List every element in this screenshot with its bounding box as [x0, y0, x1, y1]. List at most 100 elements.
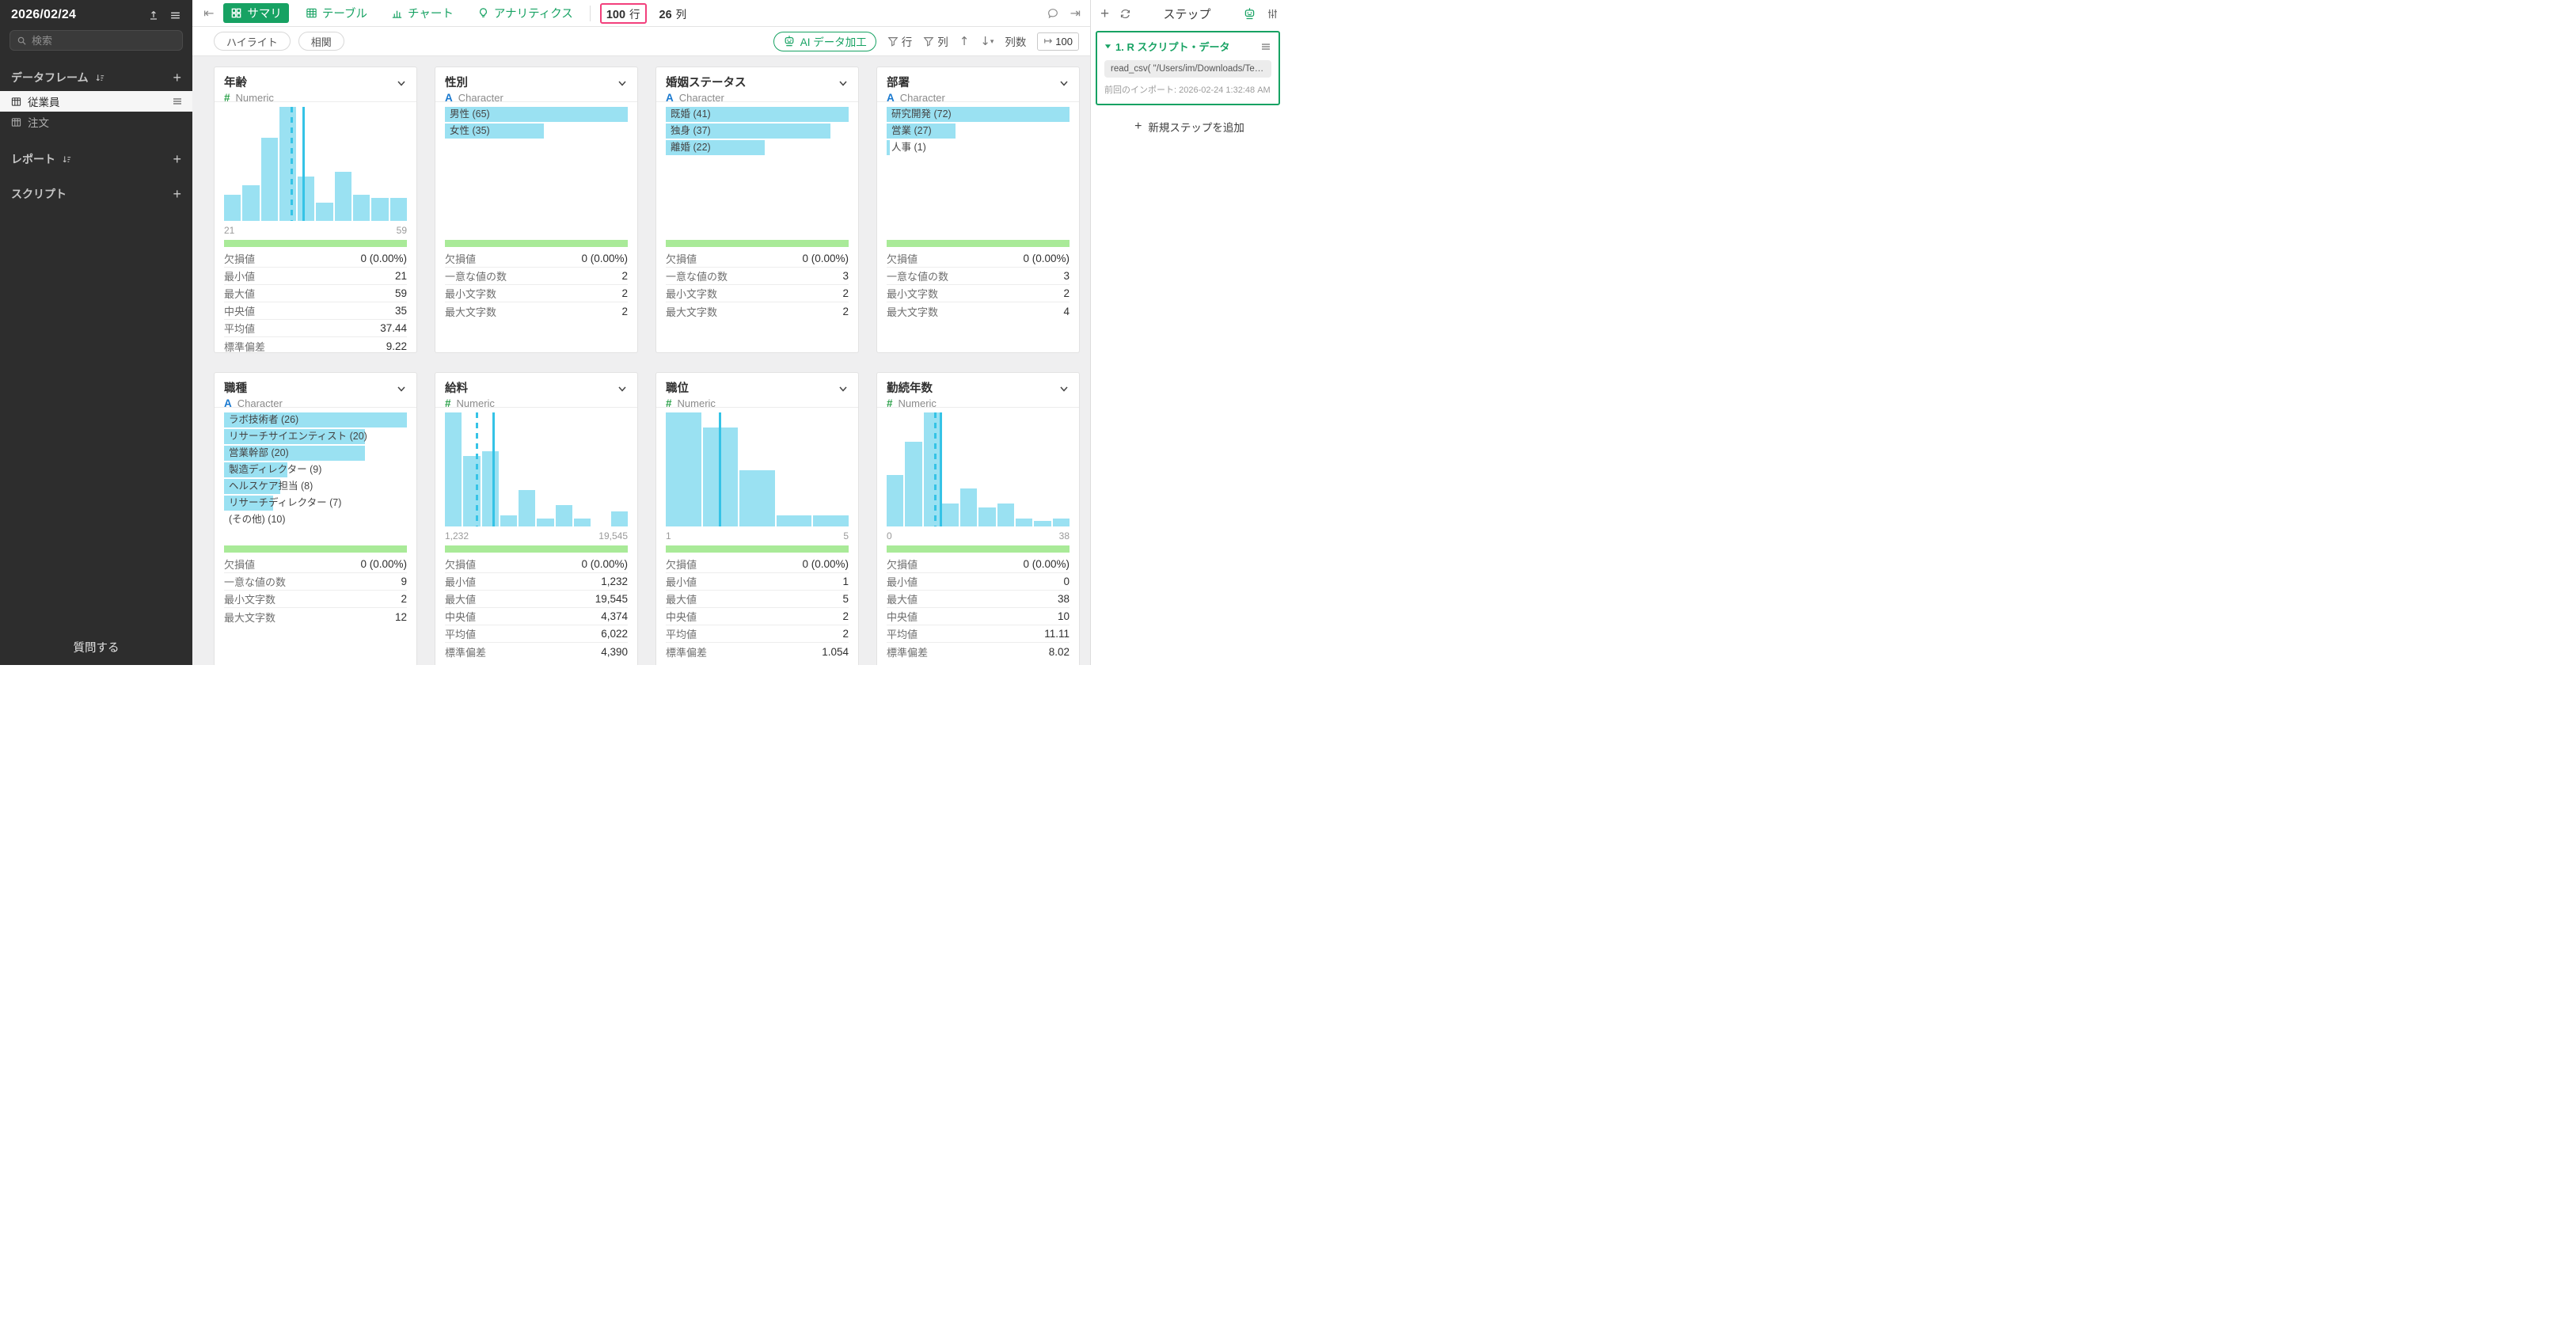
column-menu-chevron-icon[interactable]	[838, 383, 849, 394]
sort-icon[interactable]	[95, 73, 105, 83]
category-row[interactable]: 営業 (27)	[887, 124, 1070, 139]
mean-line	[939, 412, 942, 526]
stat-label: 標準偏差	[887, 646, 929, 659]
column-chart: 研究開発 (72) 営業 (27) 人事 (1)	[887, 102, 1070, 237]
ask-question-button[interactable]: 質問する	[73, 642, 120, 655]
category-label: 研究開発 (72)	[891, 108, 952, 120]
tab-table[interactable]: テーブル	[298, 3, 374, 23]
dataframe-name: 注文	[28, 117, 49, 129]
sidebar-item-orders[interactable]: 注文	[0, 112, 192, 132]
category-row[interactable]: 人事 (1)	[887, 140, 1070, 155]
stat-value: 2	[842, 305, 849, 317]
column-type: # Numeric	[224, 92, 407, 104]
numeric-type-icon: #	[224, 92, 230, 104]
row-count-unit: 行	[629, 8, 640, 21]
panel-add-button[interactable]: +	[1100, 5, 1110, 22]
column-menu-chevron-icon[interactable]	[617, 383, 628, 394]
steps-panel-header: + ステップ	[1091, 0, 1288, 27]
highlight-button[interactable]: ハイライト	[214, 32, 291, 51]
histogram-bar	[887, 475, 904, 526]
publish-icon[interactable]	[148, 10, 159, 21]
search-input[interactable]	[32, 34, 176, 47]
column-menu-chevron-icon[interactable]	[396, 383, 407, 394]
stat-row: 欠損値 0 (0.00%)	[887, 250, 1070, 268]
add-dataframe-button[interactable]: +	[173, 70, 181, 86]
tab-chart[interactable]: チャート	[384, 3, 461, 23]
stat-row: 最大文字数 2	[445, 302, 628, 320]
stat-value: 2	[621, 287, 628, 299]
add-script-button[interactable]: +	[173, 186, 181, 202]
comment-icon[interactable]	[1047, 7, 1059, 20]
scripts-label: スクリプト	[11, 188, 66, 200]
category-bars: 既婚 (41) 独身 (37) 離婚 (22)	[666, 107, 849, 157]
column-type-label: Character	[899, 92, 945, 104]
filter-columns-button[interactable]: 列	[923, 33, 948, 49]
category-bars: 研究開発 (72) 営業 (27) 人事 (1)	[887, 107, 1070, 157]
dataframe-name: 従業員	[28, 97, 60, 108]
filter-rows-button[interactable]: 行	[887, 33, 912, 49]
histogram-bar	[776, 515, 812, 526]
stat-row: 一意な値の数 3	[666, 268, 849, 285]
category-row[interactable]: 営業幹部 (20)	[224, 446, 407, 461]
column-menu-chevron-icon[interactable]	[1058, 383, 1070, 394]
category-row[interactable]: 男性 (65)	[445, 107, 628, 122]
add-new-step-button[interactable]: + 新規ステップを追加	[1091, 119, 1288, 135]
stat-value: 4	[1063, 305, 1070, 317]
category-row[interactable]: 離婚 (22)	[666, 140, 849, 155]
category-row[interactable]: リサーチサイエンティスト (20)	[224, 429, 407, 444]
histogram-bar	[224, 194, 241, 221]
stat-row: 中央値 4,374	[445, 608, 628, 625]
column-title: 婚姻ステータス	[666, 77, 747, 89]
category-row[interactable]: (その他) (10)	[224, 512, 407, 527]
tab-summary[interactable]: サマリ	[223, 3, 289, 23]
dataframe-menu-icon[interactable]	[172, 96, 183, 107]
category-row[interactable]: 研究開発 (72)	[887, 107, 1070, 122]
sort-ascending-icon[interactable]: ↑	[959, 34, 970, 48]
sidebar-search[interactable]	[9, 30, 183, 51]
valid-values-bar	[887, 545, 1070, 553]
column-stats: 欠損値 0 (0.00%) 一意な値の数 3 最小文字数 2 最大文字数 2	[656, 250, 858, 320]
column-count-value: 26	[659, 8, 672, 21]
category-row[interactable]: 女性 (35)	[445, 124, 628, 139]
sidebar-menu-icon[interactable]	[169, 10, 181, 21]
sidebar-item-employees[interactable]: 従業員	[0, 91, 192, 112]
column-menu-chevron-icon[interactable]	[1058, 78, 1070, 89]
category-row[interactable]: リサーチディレクター (7)	[224, 496, 407, 511]
category-bar	[666, 140, 765, 155]
refresh-icon[interactable]	[1119, 8, 1131, 20]
correlation-button[interactable]: 相関	[298, 32, 344, 51]
add-report-button[interactable]: +	[173, 151, 181, 167]
stat-label: 欠損値	[224, 559, 256, 571]
category-row[interactable]: 既婚 (41)	[666, 107, 849, 122]
stat-value: 0 (0.00%)	[581, 558, 628, 570]
column-menu-chevron-icon[interactable]	[396, 78, 407, 89]
ai-data-wrangling-button[interactable]: AI データ加工	[773, 31, 876, 51]
column-menu-chevron-icon[interactable]	[617, 78, 628, 89]
sort-icon[interactable]	[62, 154, 72, 165]
stat-value: 10	[1057, 610, 1070, 622]
column-number-input[interactable]: ↦ 100	[1037, 32, 1079, 51]
category-row[interactable]: 独身 (37)	[666, 124, 849, 139]
stat-label: 最大値	[445, 594, 477, 606]
collapse-left-icon[interactable]: ⇤	[203, 6, 215, 21]
category-label: 既婚 (41)	[671, 108, 711, 120]
category-row[interactable]: ヘルスケア担当 (8)	[224, 479, 407, 494]
stat-row: 標準偏差 1.054	[666, 643, 849, 660]
category-row[interactable]: 製造ディレクター (9)	[224, 462, 407, 477]
panel-settings-icon[interactable]	[1267, 8, 1279, 20]
ai-robot-icon[interactable]	[1243, 7, 1256, 21]
step-title: 1. R スクリプト・データ	[1115, 41, 1230, 53]
step-code-snippet[interactable]: read_csv( "/Users/im/Downloads/Te…	[1104, 60, 1271, 78]
stat-label: 中央値	[666, 611, 697, 623]
collapse-right-icon[interactable]: ⇥	[1070, 6, 1081, 21]
step-menu-icon[interactable]	[1260, 41, 1271, 52]
column-chart: 既婚 (41) 独身 (37) 離婚 (22)	[666, 102, 849, 237]
step-header[interactable]: 1. R スクリプト・データ	[1104, 39, 1271, 54]
axis-max-label: 5	[843, 530, 849, 542]
numeric-type-icon: #	[887, 397, 893, 409]
category-label: (その他) (10)	[229, 514, 286, 525]
column-menu-chevron-icon[interactable]	[838, 78, 849, 89]
category-row[interactable]: ラボ技術者 (26)	[224, 412, 407, 428]
tab-analytics[interactable]: アナリティクス	[470, 3, 580, 23]
sort-descending-icon[interactable]: ↓▾	[980, 34, 994, 48]
